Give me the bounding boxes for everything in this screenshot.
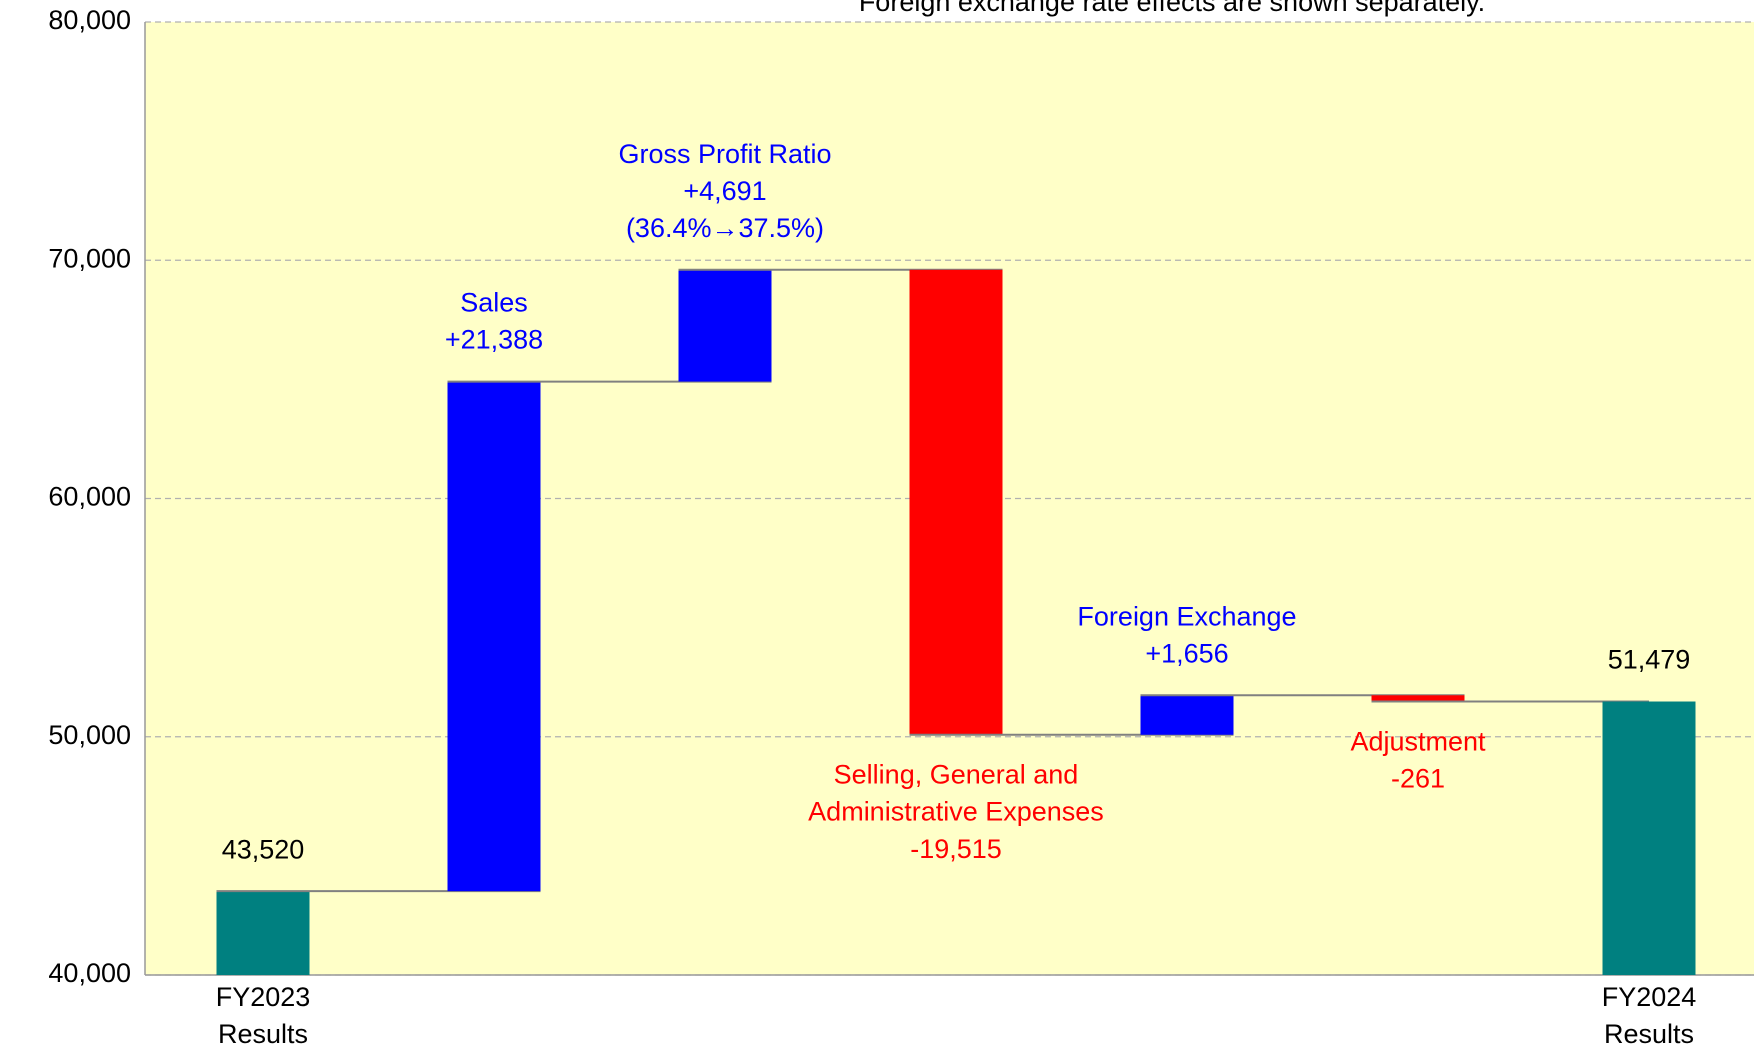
bar [1371,695,1465,702]
bar [216,891,310,975]
value-label: -19,515 [910,834,1002,864]
value-label: +21,388 [445,325,543,355]
step-name: Adjustment [1350,727,1486,757]
bar [1602,701,1696,975]
bar [678,269,772,382]
step-name: Foreign Exchange [1077,601,1296,631]
y-tick-label: 70,000 [48,243,131,273]
y-tick-label: 40,000 [48,958,131,988]
value-label: 43,520 [222,834,305,864]
step-name: Sales [460,288,528,318]
value-label: 51,479 [1608,645,1691,675]
bar [447,381,541,892]
value-label: -261 [1391,764,1445,794]
bar [909,269,1003,735]
x-tick-label: FY2024 Results [1602,982,1697,1049]
step-name: Gross Profit Ratio [618,139,831,169]
chart-subtitle: Foreign exchange rate effects are shown … [859,0,1485,17]
step-name: Selling, General and Administrative Expen… [808,760,1104,827]
y-tick-label: 50,000 [48,720,131,750]
bar [1140,695,1234,735]
note: (36.4%→37.5%) [626,213,824,243]
x-tick-label: FY2023 Results [216,982,311,1049]
y-tick-label: 60,000 [48,482,131,512]
value-label: +1,656 [1145,638,1228,668]
y-tick-label: 80,000 [48,5,131,35]
value-label: +4,691 [683,176,766,206]
